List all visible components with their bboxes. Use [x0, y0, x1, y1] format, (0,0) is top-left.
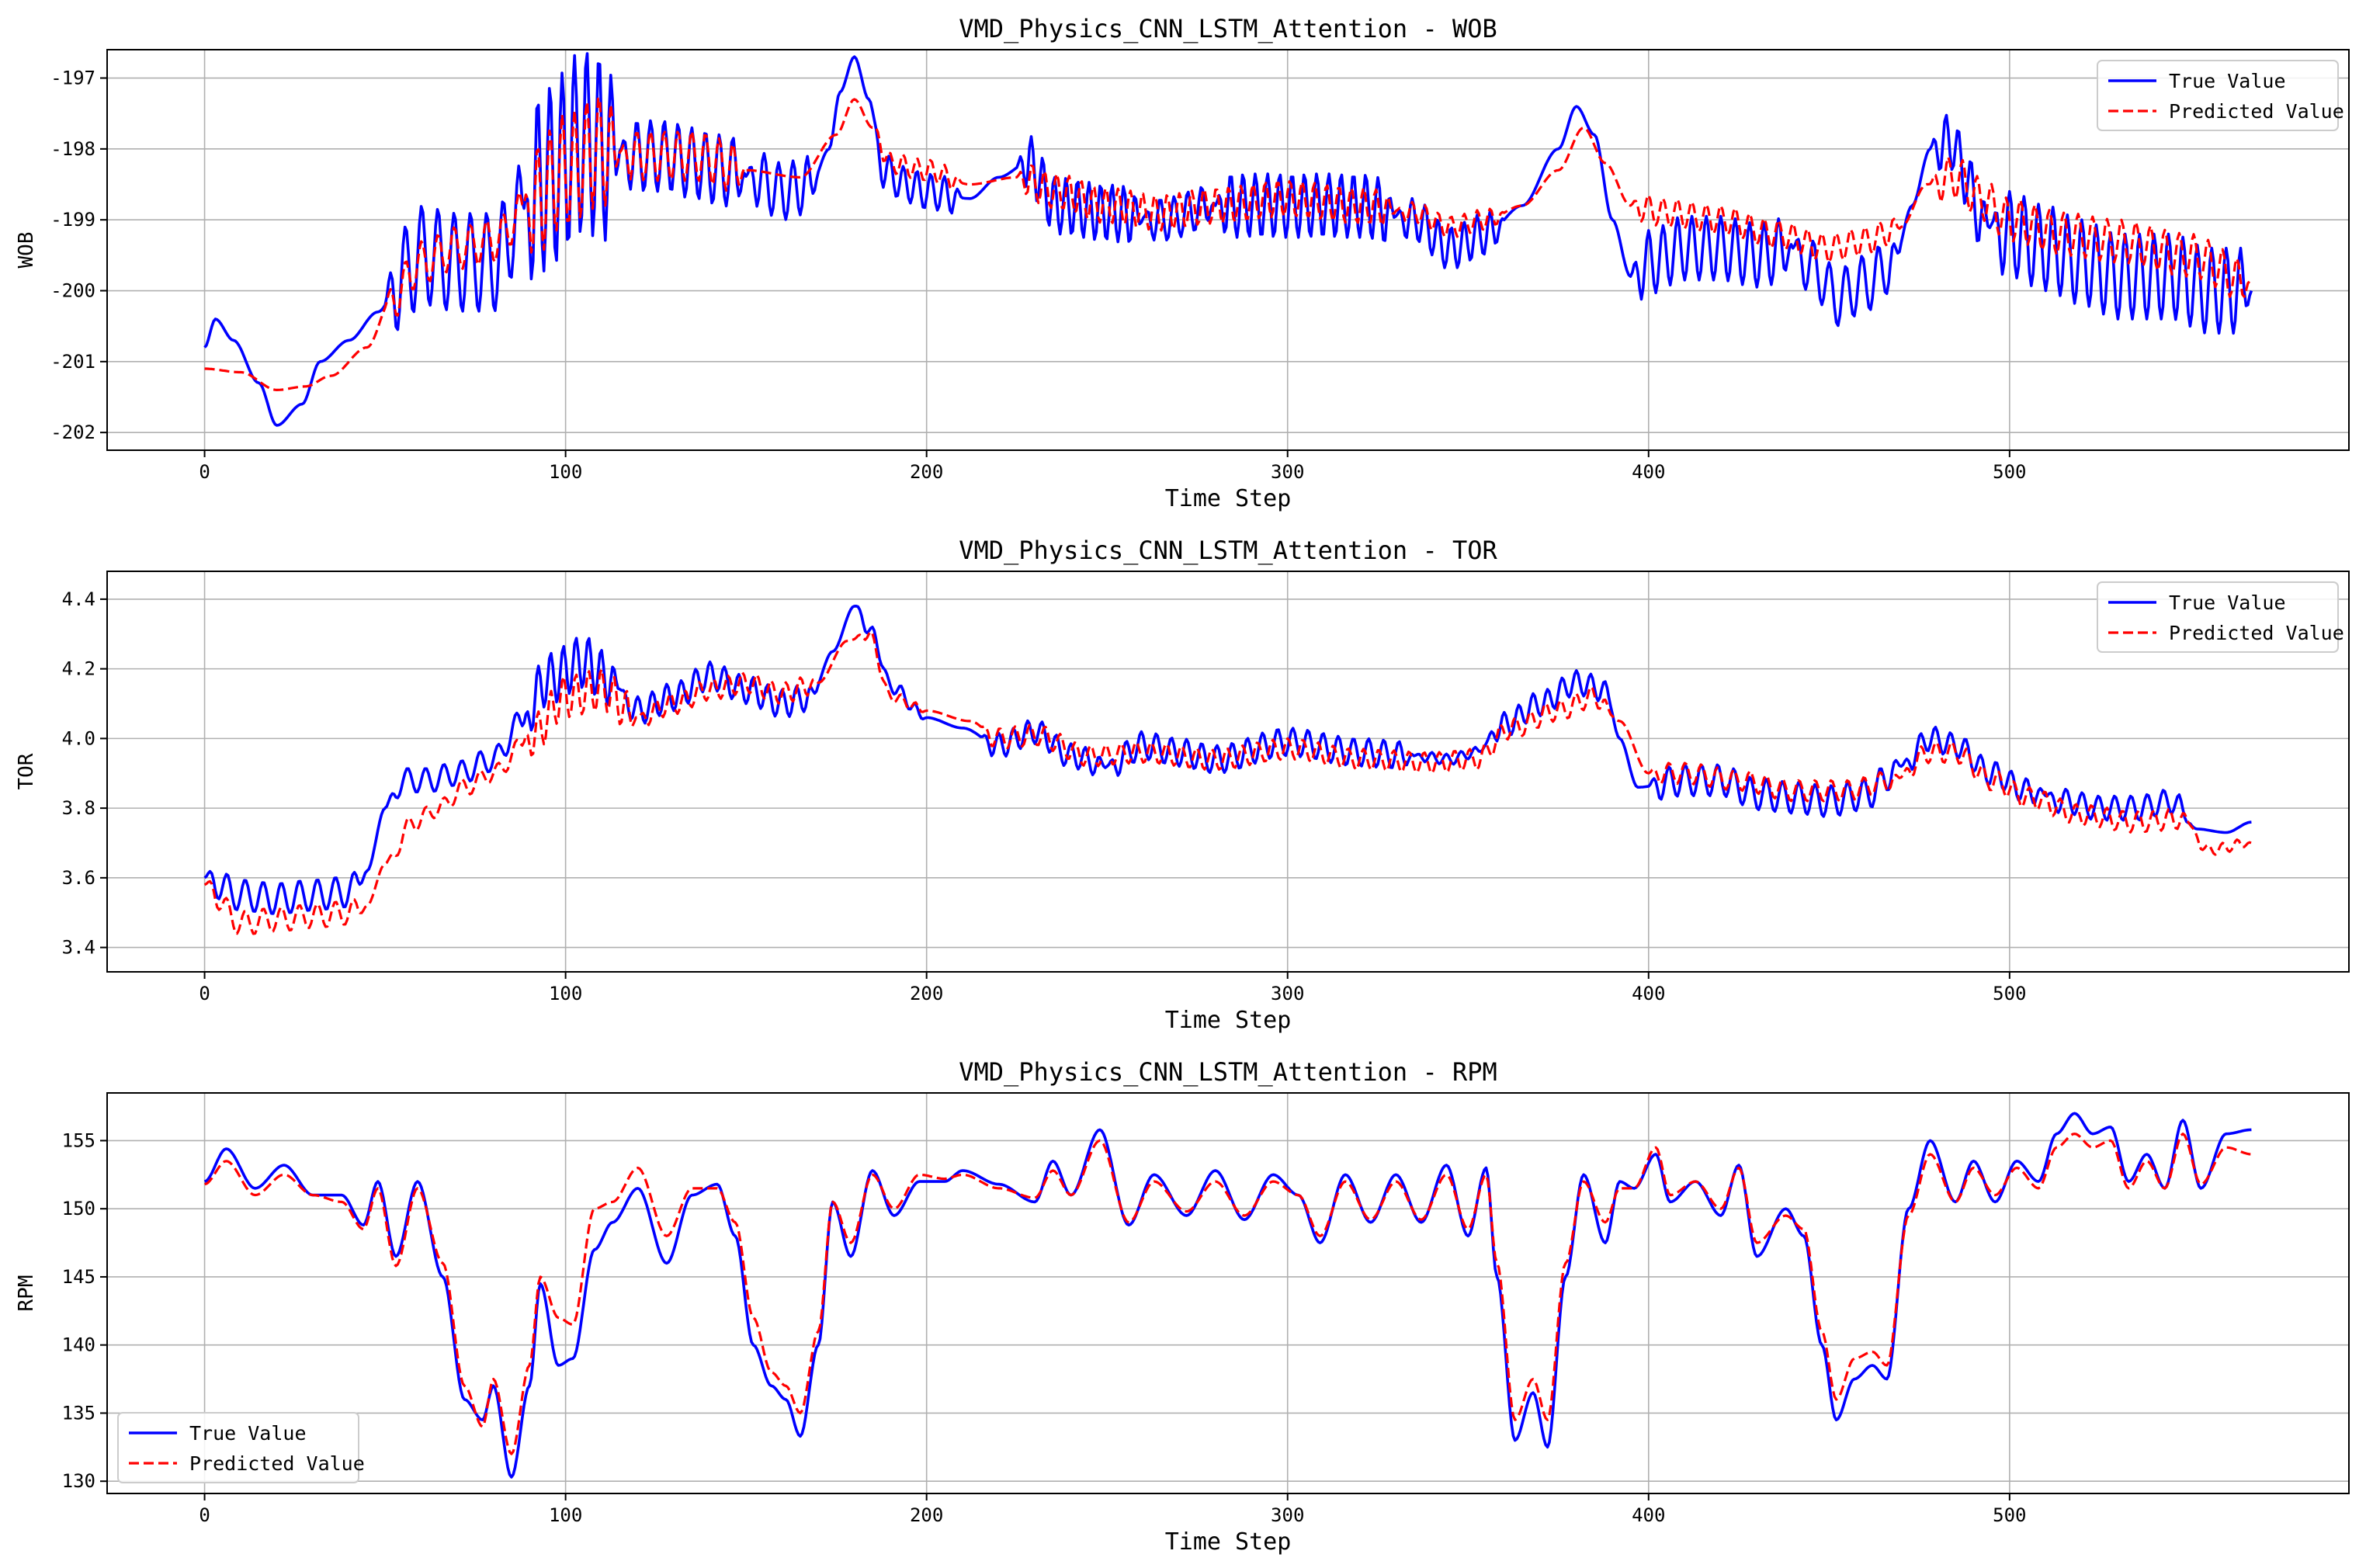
series-line-predicted-value: [203, 630, 2252, 935]
legend-label: True Value: [2169, 70, 2286, 92]
chart-title: VMD_Physics_CNN_LSTM_Attention - TOR: [959, 536, 1497, 565]
y-tick-label: 3.6: [62, 867, 95, 889]
x-axis-label: Time Step: [1165, 485, 1292, 512]
x-tick-label: 400: [1632, 461, 1665, 483]
x-tick-label: 300: [1271, 983, 1304, 1004]
legend: True Value Predicted Value: [117, 1412, 365, 1483]
x-tick-label: 100: [549, 461, 582, 483]
y-tick-label: -198: [50, 138, 95, 160]
x-tick-label: 0: [199, 983, 210, 1004]
series-line-predicted-value: [204, 1133, 2252, 1455]
legend-label: True Value: [2169, 591, 2286, 614]
x-tick-label: 0: [199, 1504, 210, 1526]
legend-box: [2097, 60, 2339, 131]
series-line-true-value: [203, 605, 2252, 915]
legend-box: [2097, 581, 2339, 653]
y-tick-label: 145: [62, 1266, 95, 1288]
x-tick-label: 500: [1993, 983, 2026, 1004]
y-tick-label: 3.8: [62, 797, 95, 819]
y-tick-label: 4.4: [62, 588, 95, 610]
y-tick-label: 155: [62, 1129, 95, 1151]
y-tick-label: -200: [50, 280, 95, 302]
x-tick-label: 300: [1271, 461, 1304, 483]
series-line-true-value: [203, 52, 2253, 427]
y-tick-label: -201: [50, 351, 95, 373]
x-tick-label: 400: [1632, 983, 1665, 1004]
chart-panel-3: 0 100 200 300 400 500 130 135 140 145 150 155 VMD_Ph…: [15, 1057, 2350, 1556]
y-tick-label: -197: [50, 68, 95, 89]
x-tick-label: 200: [910, 1504, 943, 1526]
legend-label: True Value: [189, 1422, 307, 1445]
chart-panel-2: 0 100 200 300 400 500 3.4 3.6 3.8 4.0 4.2 4.4 VMD_Ph…: [15, 536, 2350, 1034]
axes-frame: [106, 1092, 2350, 1494]
legend-label: Predicted Value: [2169, 100, 2344, 123]
x-tick-label: 200: [910, 461, 943, 483]
axes-frame: [106, 571, 2350, 973]
y-tick-label: 130: [62, 1470, 95, 1492]
y-axis-label: WOB: [15, 232, 38, 269]
y-tick-label: 4.0: [62, 727, 95, 749]
y-tick-label: 3.4: [62, 937, 95, 959]
legend: True Value Predicted Value: [2097, 60, 2344, 131]
x-axis-label: Time Step: [1165, 1528, 1292, 1556]
y-tick-label: -199: [50, 209, 95, 231]
legend: True Value Predicted Value: [2097, 581, 2344, 653]
x-tick-label: 200: [910, 983, 943, 1004]
chart-title: VMD_Physics_CNN_LSTM_Attention - RPM: [959, 1057, 1497, 1087]
legend-box: [117, 1412, 359, 1483]
y-axis-label: RPM: [15, 1275, 38, 1312]
x-tick-label: 0: [199, 461, 210, 483]
legend-label: Predicted Value: [189, 1452, 365, 1475]
chart-title: VMD_Physics_CNN_LSTM_Attention - WOB: [959, 14, 1497, 43]
chart-panel-1: 0 100 200 300 400 500 -202 -201 -200 -199 -198 -197…: [15, 14, 2350, 512]
y-tick-label: 150: [62, 1198, 95, 1219]
x-tick-label: 500: [1993, 1504, 2026, 1526]
series-line-true-value: [204, 1112, 2252, 1479]
series-line-predicted-value: [204, 97, 2253, 391]
x-axis-label: Time Step: [1165, 1007, 1292, 1034]
legend-label: Predicted Value: [2169, 622, 2344, 644]
y-axis-label: TOR: [15, 753, 38, 789]
x-tick-label: 300: [1271, 1504, 1304, 1526]
y-tick-label: 4.2: [62, 658, 95, 680]
x-tick-label: 500: [1993, 461, 2026, 483]
y-tick-label: -202: [50, 421, 95, 443]
x-tick-label: 100: [549, 983, 582, 1004]
y-tick-label: 140: [62, 1334, 95, 1356]
y-tick-label: 135: [62, 1402, 95, 1424]
x-tick-label: 100: [549, 1504, 582, 1526]
axes-frame: [106, 49, 2350, 451]
x-tick-label: 400: [1632, 1504, 1665, 1526]
